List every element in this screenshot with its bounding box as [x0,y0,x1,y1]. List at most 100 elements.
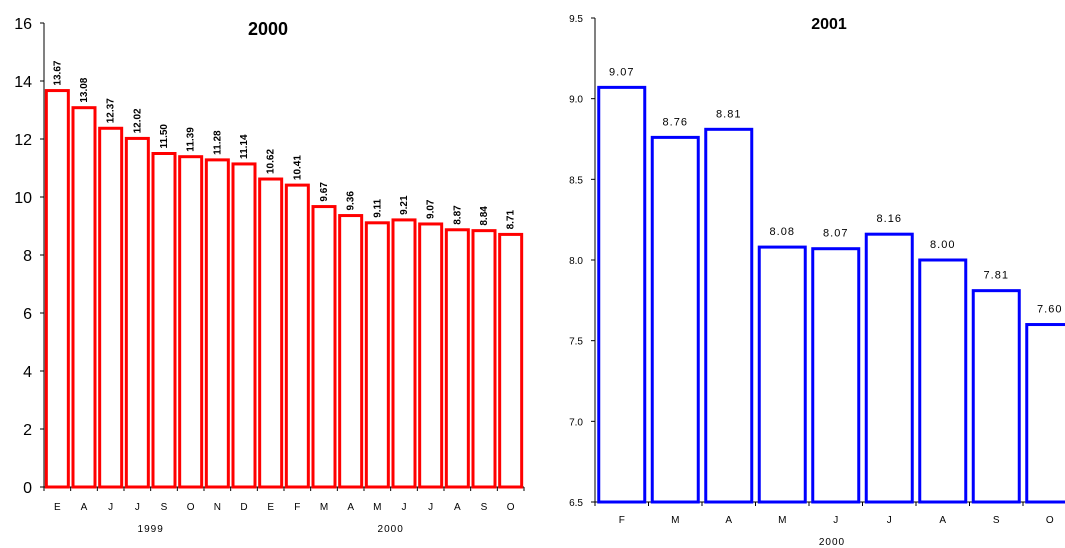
chart-2000-x-tick-label: S [161,502,168,513]
chart-2000-x-tick-label: J [402,502,407,513]
chart-2000-value-label: 11.39 [186,127,197,152]
chart-2001-x-axis-title: 2000 [819,537,845,548]
chart-2000-x-tick-label: N [214,502,221,513]
chart-2000-y-tick-label: 4 [23,364,32,381]
chart-2000-bar [151,152,177,489]
chart-2000-value-label: 9.67 [319,182,330,202]
chart-2000-value-label: 10.62 [266,149,277,174]
chart-2001-x-tick-label: M [671,515,679,526]
chart-2001-y-tick-label: 7.5 [569,337,583,348]
chart-2000-bar [204,158,230,489]
chart-2000-value-label: 11.50 [159,124,170,149]
chart-2000-value-label: 13.08 [79,77,90,102]
chart-2000-x-tick-label: M [320,502,328,513]
chart-2000-x-tick-label: J [135,502,140,513]
chart-2000-y-tick-label: 12 [14,132,32,149]
chart-2000-bar [258,177,284,489]
chart-2001-value-label: 9.07 [609,66,634,78]
chart-2001-y-tick-label: 9.5 [569,14,583,25]
chart-2000-year-group-label: 1999 [138,524,164,535]
chart-2000-x-tick-label: J [428,502,433,513]
chart-2001-value-label: 8.08 [770,226,795,238]
chart-2000-x-tick-label: F [294,502,300,513]
chart-2001-value-label: 8.76 [663,116,688,128]
chart-2000-bar [44,89,70,489]
chart-2000-x-tick-label: A [347,502,354,513]
chart-2001-x-tick-label: A [939,515,946,526]
chart-2000-title: 2000 [248,19,288,39]
chart-2001-value-label: 7.60 [1037,304,1062,316]
chart-2000-x-tick-label: D [240,502,247,513]
chart-2000-x-tick-label: E [54,502,61,513]
chart-2000-bar [391,218,417,489]
chart-2000-value-label: 10.41 [292,155,303,180]
chart-2001-x-tick-label: S [993,515,1000,526]
chart-2001-x-tick-label: J [833,515,838,526]
chart-2000-x-tick-label: O [507,502,515,513]
chart-2001-bar [650,135,700,504]
chart-2001-x-tick-label: O [1046,515,1054,526]
chart-2000-bar [284,183,310,489]
chart-2000-bar [231,162,257,489]
chart-2000-value-label: 9.11 [372,198,383,217]
chart-2001: 2001 2000 6.5 7.0 7.5 8.0 8.5 9.0 9.5 9.07 F 8.76… [569,14,1065,548]
chart-2000-value-label: 9.36 [346,191,357,211]
chart-2001-y-tick-label: 6.5 [569,498,583,509]
chart-2000-bar [98,126,124,489]
chart-2000-value-label: 11.28 [212,130,223,155]
chart-2000-value-label: 12.37 [106,98,117,123]
chart-2000-value-label: 11.14 [239,134,250,159]
chart-2000: 2000 0 2 4 6 8 10 12 14 16 13.67 E 13.08 A 12.37 J 12.0… [14,16,525,535]
chart-2001-x-tick-label: J [887,515,892,526]
chart-2000-y-tick-label: 2 [23,422,32,439]
chart-2001-bar [918,258,968,504]
chart-2000-y-tick-label: 14 [14,74,32,91]
chart-2000-y-tick-label: 0 [23,480,32,497]
chart-2001-bar [971,289,1021,504]
chart-2001-bar [597,85,647,504]
chart-2001-bar [1025,323,1065,504]
chart-2000-bar [364,221,390,489]
chart-2000-x-tick-label: A [81,502,88,513]
chart-2000-y-tick-label: 10 [14,190,32,207]
chart-2000-bar [338,214,364,489]
chart-2001-bar [864,232,914,504]
chart-2001-x-tick-label: A [725,515,732,526]
chart-2001-y-tick-label: 8.0 [569,256,583,267]
chart-2001-y-tick-label: 8.5 [569,175,583,186]
chart-2001-y-tick-label: 7.0 [569,417,583,428]
chart-2000-value-label: 8.87 [452,205,463,225]
chart-2000-y-tick-label: 16 [14,16,32,33]
chart-2000-x-tick-label: A [454,502,461,513]
chart-2000-bar [178,155,204,489]
chart-2000-x-tick-label: M [373,502,381,513]
chart-2001-y-tick-label: 9.0 [569,95,583,106]
chart-2001-value-label: 7.81 [984,270,1009,282]
chart-2000-bar [471,229,497,489]
chart-2001-bar [811,247,861,504]
chart-2000-x-tick-label: S [481,502,488,513]
chart-2000-value-label: 8.84 [479,206,490,226]
chart-2001-title: 2001 [811,16,847,33]
chart-2001-bar [704,127,754,504]
chart-2000-value-label: 8.71 [506,210,517,230]
chart-2000-value-label: 9.07 [426,199,437,219]
chart-2000-value-label: 13.67 [52,60,63,85]
chart-2000-bar [124,136,150,489]
chart-2000-bar [444,228,470,489]
chart-2000-x-tick-label: O [187,502,195,513]
chart-2000-x-tick-label: E [267,502,274,513]
chart-2001-x-tick-label: M [778,515,786,526]
chart-2000-value-label: 12.02 [132,108,143,133]
chart-2000-bar [418,222,444,489]
chart-2001-value-label: 8.16 [877,213,902,225]
chart-2000-y-tick-label: 8 [23,248,32,265]
chart-2000-bar [498,232,524,489]
chart-2001-value-label: 8.81 [716,108,741,120]
chart-2000-bar [71,106,97,489]
chart-2000-y-tick-label: 6 [23,306,32,323]
chart-2000-year-group-label: 2000 [378,524,404,535]
chart-2001-value-label: 8.00 [930,239,955,251]
chart-2001-x-tick-label: F [619,515,625,526]
